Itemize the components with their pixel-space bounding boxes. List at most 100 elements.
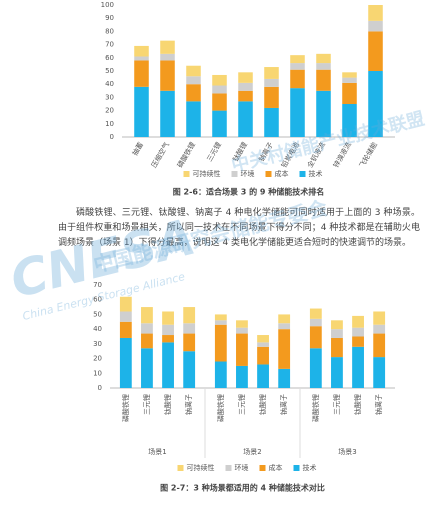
bar-segment — [352, 346, 364, 388]
y-tick-label: 10 — [93, 369, 102, 377]
bar-segment — [134, 56, 149, 61]
bar-segment — [214, 320, 227, 325]
group-label: 场景1 — [148, 447, 166, 456]
x-tick-label: 钛酸锂 — [353, 394, 362, 415]
bar-segment — [309, 348, 322, 388]
bar-segment — [214, 361, 227, 388]
bar-segment — [160, 90, 175, 137]
x-tick-label: 磷酸铁锂 — [216, 394, 225, 422]
bar-segment — [368, 71, 383, 137]
paragraph: 磷酸铁锂、三元锂、钛酸锂、钠离子 4 种电化学储能可同时适用于上面的 3 种场景… — [58, 208, 420, 248]
legend-swatch — [259, 465, 266, 471]
bar-segment — [352, 315, 364, 328]
x-tick-label: 钛酸锂 — [258, 394, 267, 415]
bar-segment — [309, 326, 322, 349]
x-tick-label: 全钒液流 — [305, 141, 327, 170]
bar-segment — [331, 337, 343, 358]
y-tick-label: 70 — [105, 41, 114, 49]
bar-segment — [373, 333, 386, 358]
x-tick-label: 钠离子 — [257, 141, 275, 164]
bar-segment — [141, 333, 153, 349]
bar-segment — [238, 82, 253, 91]
bar-segment — [160, 53, 175, 61]
bar-segment — [183, 333, 196, 352]
bar-segment — [162, 311, 174, 325]
bar-segment — [368, 5, 383, 21]
bar-segment — [316, 53, 331, 64]
y-tick-label: 20 — [105, 107, 114, 115]
y-tick-label: 80 — [105, 27, 114, 35]
bar-segment — [278, 323, 291, 330]
x-tick-label: 磷酸铁锂 — [175, 141, 197, 170]
bar-segment — [331, 357, 343, 388]
legend-swatch — [183, 171, 190, 177]
x-tick-label: 压缩空气 — [149, 141, 171, 170]
bar-segment — [290, 63, 305, 70]
legend-label: 环境 — [235, 463, 249, 472]
bar-segment — [183, 307, 196, 324]
y-tick-label: 30 — [105, 93, 114, 101]
bar-segment — [257, 342, 269, 347]
x-tick-label: 抽蓄 — [130, 141, 145, 158]
bar-segment — [331, 320, 343, 330]
bar-segment — [141, 307, 153, 324]
y-tick-label: 10 — [105, 120, 114, 128]
legend-swatch — [177, 465, 184, 471]
bar-segment — [186, 101, 201, 137]
bar-segment — [162, 335, 174, 343]
bar-segment — [119, 321, 132, 338]
legend-label: 可持续性 — [187, 463, 215, 472]
y-tick-label: 40 — [105, 80, 114, 88]
x-tick-label: 钠离子 — [374, 394, 383, 415]
chart-caption: 图 2-7：3 种场景都适用的 4 种储能技术对比 — [160, 483, 325, 493]
x-tick-label: 三元锂 — [205, 141, 223, 164]
bar-segment — [141, 348, 153, 388]
x-tick-label: 飞轮储能 — [357, 141, 379, 170]
bar-segment — [373, 324, 386, 334]
bar-segment — [134, 60, 149, 87]
bar-segment — [264, 67, 279, 79]
bar-segment — [264, 86, 279, 108]
bar-segment — [160, 40, 175, 54]
legend-label: 成本 — [269, 463, 283, 472]
legend-label: 技术 — [303, 463, 317, 472]
y-tick-label: 60 — [105, 54, 114, 62]
y-tick-label: 40 — [93, 325, 102, 333]
y-tick-label: 50 — [105, 67, 114, 75]
bar-segment — [236, 333, 248, 366]
bar-segment — [141, 323, 153, 334]
legend-label: 可持续性 — [193, 169, 221, 178]
legend-swatch — [299, 171, 306, 177]
y-tick-label: 0 — [110, 133, 114, 141]
bar-segment — [342, 72, 357, 78]
y-tick-label: 50 — [93, 310, 102, 318]
bar-segment — [183, 323, 196, 334]
bar-segment — [368, 31, 383, 71]
x-tick-label: 磷酸铁锂 — [121, 394, 130, 422]
bar-segment — [316, 63, 331, 70]
x-tick-label: 钠离子 — [279, 394, 288, 415]
bar-segment — [212, 85, 227, 94]
legend-label: 成本 — [275, 169, 289, 178]
bar-segment — [186, 65, 201, 77]
y-tick-label: 60 — [93, 296, 102, 304]
chart-caption: 图 2-6：适合场景 3 的 9 种储能技术排名 — [173, 187, 325, 197]
bar-segment — [214, 314, 227, 321]
legend-swatch — [265, 171, 272, 177]
y-tick-label: 20 — [93, 355, 102, 363]
bar-segment — [309, 308, 322, 319]
bar-segment — [119, 311, 132, 322]
bar-segment — [183, 351, 196, 388]
bar-segment — [214, 324, 227, 362]
legend-label: 环境 — [241, 169, 255, 178]
bar-segment — [352, 336, 364, 347]
bar-segment — [342, 77, 357, 83]
group-label: 场景2 — [243, 447, 261, 456]
y-tick-label: 0 — [98, 384, 102, 392]
y-tick-label: 100 — [101, 1, 114, 9]
bar-segment — [236, 327, 248, 334]
legend-swatch — [231, 171, 238, 177]
bar-segment — [238, 72, 253, 83]
